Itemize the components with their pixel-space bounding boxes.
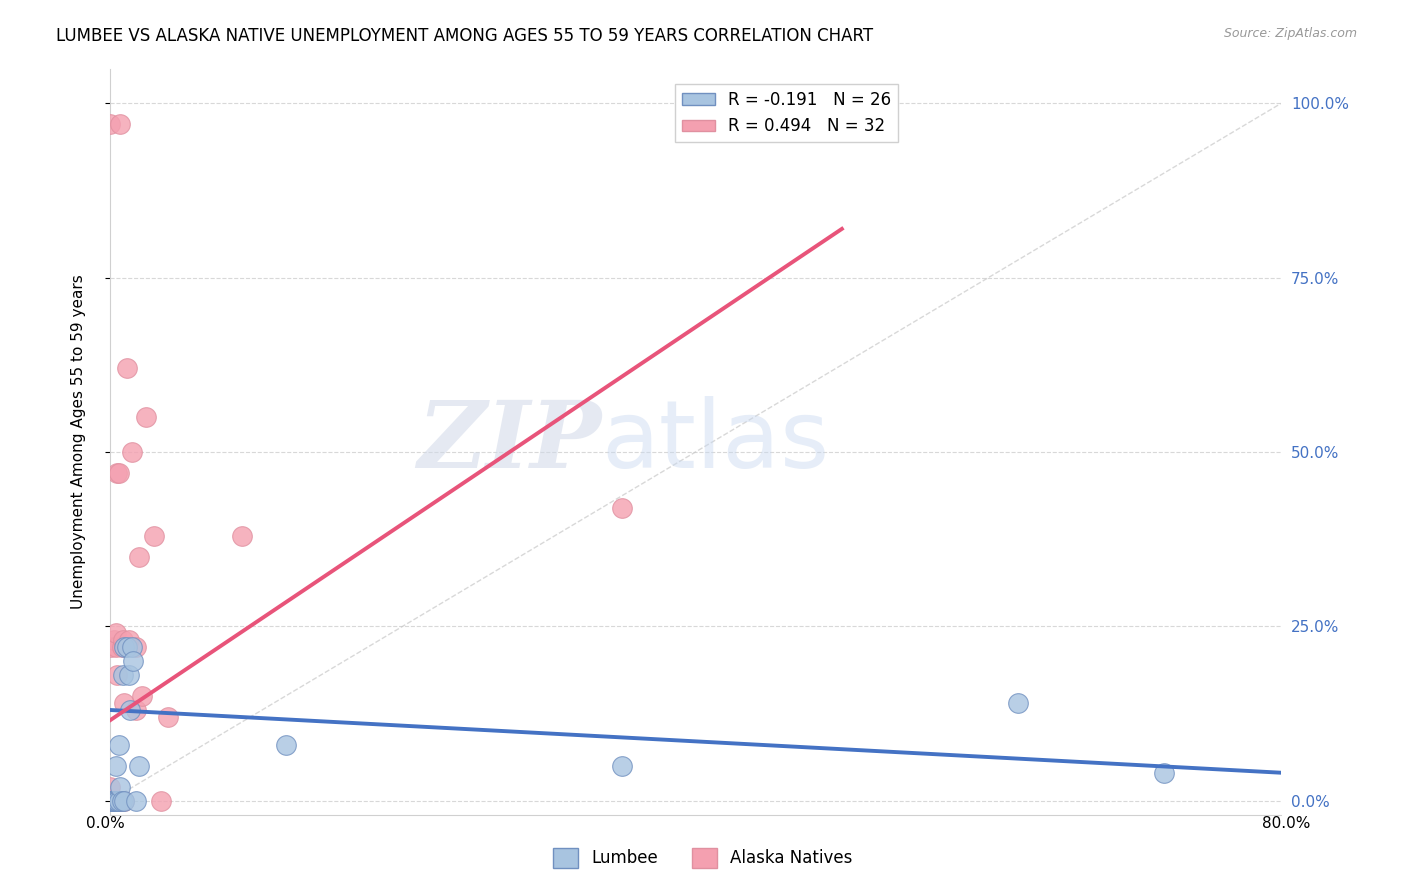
Point <box>231 529 253 543</box>
Point <box>104 640 127 655</box>
Point <box>104 794 127 808</box>
Point <box>150 794 173 808</box>
Point <box>108 794 131 808</box>
Point <box>135 410 157 425</box>
Point <box>103 794 125 808</box>
Text: 0.0%: 0.0% <box>86 816 125 831</box>
Text: Source: ZipAtlas.com: Source: ZipAtlas.com <box>1223 27 1357 40</box>
Point <box>118 668 141 682</box>
Point <box>128 549 150 564</box>
Point <box>114 794 136 808</box>
Point <box>101 794 124 808</box>
Text: LUMBEE VS ALASKA NATIVE UNEMPLOYMENT AMONG AGES 55 TO 59 YEARS CORRELATION CHART: LUMBEE VS ALASKA NATIVE UNEMPLOYMENT AMO… <box>56 27 873 45</box>
Y-axis label: Unemployment Among Ages 55 to 59 years: Unemployment Among Ages 55 to 59 years <box>72 274 86 609</box>
Point <box>120 703 142 717</box>
Text: atlas: atlas <box>602 395 830 488</box>
Point <box>122 654 145 668</box>
Point <box>1007 696 1029 710</box>
Point <box>98 794 121 808</box>
Point <box>142 529 165 543</box>
Text: ZIP: ZIP <box>418 397 602 486</box>
Point <box>121 445 143 459</box>
Point <box>117 640 139 655</box>
Point <box>128 758 150 772</box>
Point <box>98 794 121 808</box>
Point <box>117 361 139 376</box>
Point <box>104 758 127 772</box>
Point <box>107 794 129 808</box>
Point <box>98 780 121 794</box>
Point <box>98 117 121 131</box>
Point <box>114 640 136 655</box>
Point <box>114 794 136 808</box>
Text: 80.0%: 80.0% <box>1263 816 1310 831</box>
Point <box>98 794 121 808</box>
Point <box>612 500 634 515</box>
Legend: Lumbee, Alaska Natives: Lumbee, Alaska Natives <box>547 841 859 875</box>
Point <box>110 794 132 808</box>
Point <box>612 758 634 772</box>
Point <box>98 794 121 808</box>
Point <box>105 466 128 480</box>
Point <box>101 794 124 808</box>
Point <box>103 633 125 648</box>
Point <box>112 633 135 648</box>
Point <box>125 794 148 808</box>
Point <box>1153 765 1175 780</box>
Point <box>125 640 148 655</box>
Point <box>107 738 129 752</box>
Point <box>105 794 128 808</box>
Point <box>110 794 132 808</box>
Point <box>108 780 131 794</box>
Point <box>274 738 297 752</box>
Point <box>101 794 124 808</box>
Point <box>108 117 131 131</box>
Point <box>118 633 141 648</box>
Point <box>131 689 153 703</box>
Point <box>114 696 136 710</box>
Point <box>107 466 129 480</box>
Point <box>104 626 127 640</box>
Point <box>100 640 122 655</box>
Point <box>105 668 128 682</box>
Point <box>125 703 148 717</box>
Point <box>112 668 135 682</box>
Point <box>110 640 132 655</box>
Legend: R = -0.191   N = 26, R = 0.494   N = 32: R = -0.191 N = 26, R = 0.494 N = 32 <box>675 85 898 142</box>
Point <box>121 640 143 655</box>
Point <box>157 710 180 724</box>
